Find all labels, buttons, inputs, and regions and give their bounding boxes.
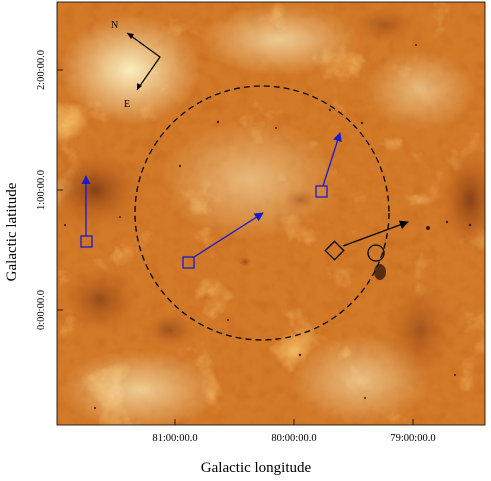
motion-arrow — [322, 132, 342, 187]
compass-east-label: E — [124, 99, 130, 110]
y-tick-label: 0:00:00.0 — [36, 290, 47, 330]
y-tick-label: 2:00:00.0 — [36, 50, 47, 90]
compass-arrows — [126, 32, 161, 91]
source-marker-circle — [367, 244, 385, 262]
y-tick-label: 1:00:00.0 — [36, 170, 47, 210]
x-tick-labels: 81:00:00.0 80:00:00.0 79:00:00.0 — [152, 433, 435, 444]
source-marker-square — [182, 256, 195, 269]
overlays — [80, 85, 409, 341]
y-axis-label: Galactic latitude — [4, 182, 20, 281]
motion-arrow — [193, 212, 264, 258]
x-axis-label: Galactic longitude — [201, 460, 312, 476]
map-frame — [56, 1, 486, 426]
source-marker-square — [315, 185, 328, 198]
tick-marks — [57, 69, 414, 425]
dust-map — [57, 2, 485, 425]
x-tick-label: 79:00:00.0 — [390, 433, 435, 444]
motion-arrow — [342, 220, 409, 247]
dashed-circle — [134, 85, 390, 341]
y-tick-labels: 2:00:00.0 1:00:00.0 0:00:00.0 — [36, 50, 47, 330]
compass: N E — [111, 20, 161, 110]
source-marker-diamond — [324, 240, 345, 261]
x-tick-label: 81:00:00.0 — [152, 433, 197, 444]
x-tick-label: 80:00:00.0 — [271, 433, 316, 444]
compass-north-label: N — [111, 20, 118, 31]
